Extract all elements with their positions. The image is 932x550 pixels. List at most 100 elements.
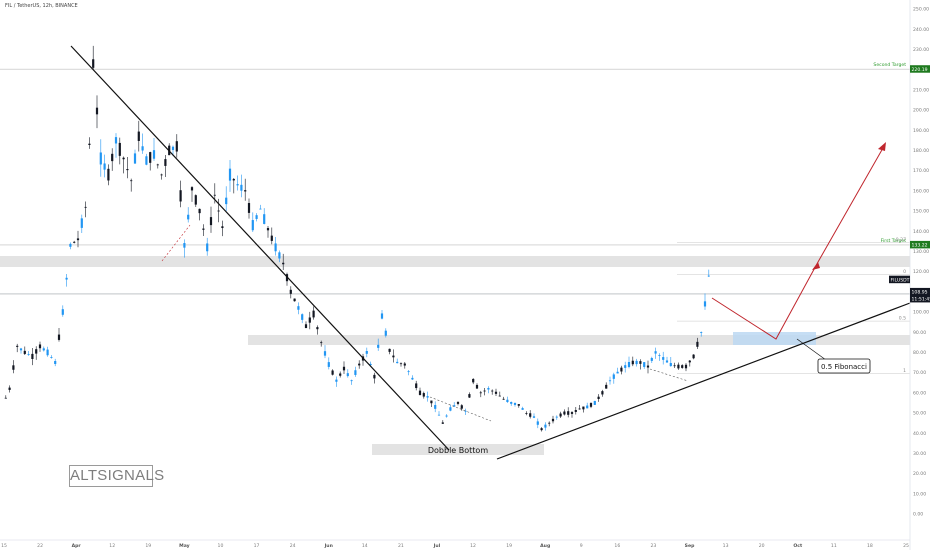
candle-body <box>183 243 186 248</box>
candle-body <box>426 396 429 398</box>
first-target-zone <box>0 256 910 267</box>
time-tick-label: 19 <box>506 543 512 549</box>
candle-body <box>221 226 224 229</box>
candle-body <box>323 351 327 356</box>
time-tick-label: Sep <box>685 543 695 549</box>
candle-body <box>282 262 285 265</box>
candle-body <box>392 355 395 358</box>
candle-body <box>646 365 650 368</box>
candle-body <box>255 215 258 219</box>
candle-body <box>289 289 292 294</box>
candle-body <box>703 301 707 307</box>
candle-body <box>259 208 262 210</box>
candle-body <box>304 324 308 329</box>
candle-body <box>27 354 30 355</box>
candle-body <box>327 362 330 367</box>
time-tick-label: 14 <box>362 543 368 549</box>
candle-body <box>559 413 562 417</box>
fibonacci-callout-box <box>817 358 871 374</box>
double-bottom-zone <box>372 444 544 455</box>
fib-label: 0.5 <box>899 316 906 322</box>
candle-body <box>620 367 623 372</box>
time-tick-label: Aug <box>540 543 550 549</box>
candle-body <box>582 406 585 410</box>
fib-label: 1 <box>903 368 906 374</box>
candle-body <box>133 153 137 164</box>
price-tick-label: 150.00 <box>913 209 929 215</box>
candle-body <box>126 169 129 171</box>
candle-body <box>608 380 612 382</box>
candle-body <box>278 252 281 259</box>
candle-body <box>445 415 448 417</box>
candle-body <box>624 365 627 368</box>
candle-body <box>35 349 38 354</box>
time-tick-label: 21 <box>398 543 404 549</box>
candle-body <box>513 402 517 405</box>
price-tick-label: 240.00 <box>913 27 929 33</box>
price-tick-label: 160.00 <box>913 188 929 194</box>
candle-body <box>529 413 532 417</box>
time-axis[interactable]: 15 22 Apr 12 19 May 10 17 24 Jun 14 21 Jul 12 19 Aug 9 16… <box>0 539 910 549</box>
candle-body <box>171 146 175 151</box>
price-tag <box>910 294 930 303</box>
candle-body <box>464 410 467 412</box>
fib-label: 0.27 <box>896 237 906 243</box>
price-tag <box>910 65 930 73</box>
trend-drawings <box>70 45 911 460</box>
candle-body <box>156 164 159 166</box>
time-tick-label: 10 <box>218 543 224 549</box>
candle-body <box>479 392 482 394</box>
candle-body <box>506 399 509 403</box>
ascending-trendline[interactable] <box>496 302 911 460</box>
candle-body <box>418 390 422 395</box>
candle-body <box>593 400 596 405</box>
candle-body <box>551 418 555 422</box>
price-tick-label: 250.00 <box>913 7 929 13</box>
price-tick-label: 200.00 <box>913 108 929 114</box>
candle-body <box>669 362 672 367</box>
candle-body <box>677 364 680 369</box>
candle-body <box>681 365 684 368</box>
candle-body <box>631 360 634 365</box>
candle-body <box>654 351 657 354</box>
candle-body <box>342 366 346 371</box>
candle-body <box>662 357 665 360</box>
candle-body <box>707 275 710 277</box>
candle-body <box>437 414 441 416</box>
price-tick-label: 90.00 <box>913 330 926 336</box>
candle-body <box>441 422 444 424</box>
time-tick-label: 12 <box>109 543 115 549</box>
candle-body <box>107 168 110 181</box>
time-tick-label: 18 <box>867 543 873 549</box>
candle-body <box>475 384 479 389</box>
candle-body <box>160 174 163 176</box>
candle-body <box>612 374 615 379</box>
price-axis[interactable]: 0.00 10.00 20.00 30.00 40.00 50.00 60.00 70.00 8… <box>909 0 929 550</box>
candle-body <box>643 362 646 367</box>
candle-body <box>312 310 315 318</box>
candle-body <box>130 180 133 182</box>
price-tag-text: FILUSDT <box>891 277 910 283</box>
descending-trendline[interactable] <box>70 45 450 451</box>
double-bottom-label: Dobble Bottom <box>428 446 488 455</box>
candle-body <box>494 391 498 394</box>
candle-body <box>23 350 26 354</box>
candle-body <box>415 383 418 389</box>
projection-path[interactable] <box>711 147 884 340</box>
price-tag-text: 108.95 <box>912 290 928 296</box>
candle-body <box>12 365 15 370</box>
candle-body <box>175 141 178 152</box>
candle-body <box>498 395 501 397</box>
candle-body <box>650 358 653 361</box>
candle-body <box>84 206 87 208</box>
candle-body <box>4 397 7 399</box>
time-tick-label: May <box>179 543 190 549</box>
candle-body <box>487 387 490 390</box>
mid-resistance-zone <box>248 335 910 345</box>
price-tick-label: 50.00 <box>913 411 926 417</box>
price-tick-label: 10.00 <box>913 491 926 497</box>
candle-body <box>50 357 53 358</box>
price-tick-label: 180.00 <box>913 148 929 154</box>
